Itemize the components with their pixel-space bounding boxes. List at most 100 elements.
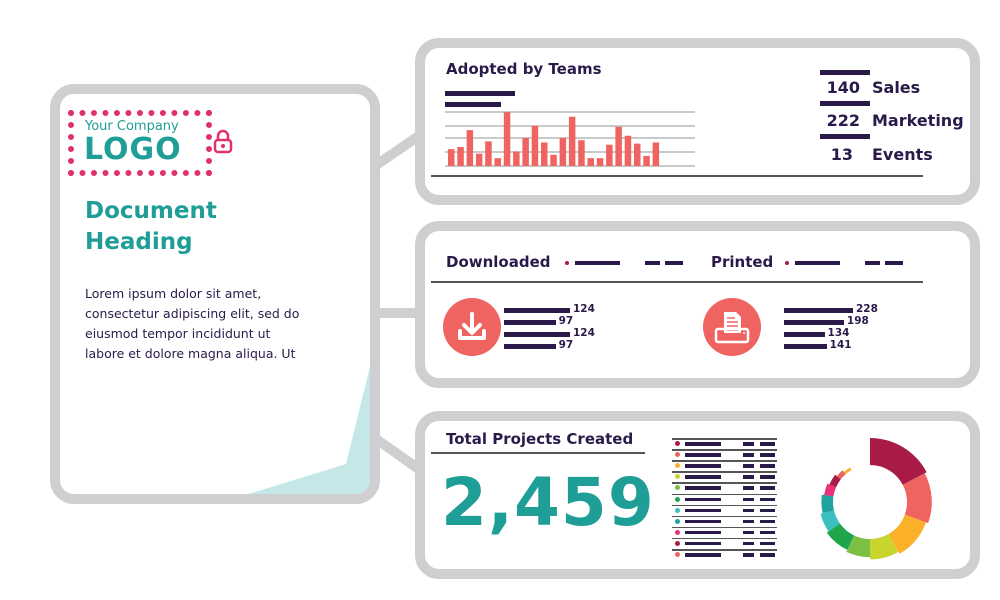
hbar-value: 228: [856, 303, 878, 315]
connector-top: [369, 130, 423, 173]
donut-slice: [870, 438, 927, 485]
legend-bar: [685, 442, 721, 446]
donut-slice: [870, 534, 899, 560]
bar: [624, 135, 632, 166]
legend-rule: [672, 438, 777, 440]
bar: [559, 138, 567, 166]
stat-label-events: Events: [872, 145, 933, 164]
legend-bar: [743, 519, 754, 524]
bar: [596, 158, 604, 166]
placeholder-bar: [795, 261, 840, 265]
donut-slice: [836, 470, 846, 480]
legend-rule: [672, 515, 777, 518]
hbar-value: 97: [558, 315, 574, 327]
legend-bar: [685, 553, 721, 557]
stat-value-marketing: 222: [826, 111, 860, 130]
legend-dot: [675, 496, 680, 502]
bar: [643, 155, 650, 166]
adopted-title: Adopted by Teams: [446, 60, 602, 78]
legend-bar: [685, 541, 721, 546]
legend-bar: [743, 497, 754, 501]
legend-rule: [672, 537, 777, 540]
bar: [541, 142, 548, 166]
legend-dot: [675, 452, 680, 458]
logo-company-text: Your Company: [85, 119, 179, 134]
donut-slice: [846, 535, 871, 558]
stat-bar: [820, 70, 870, 75]
hbar-value: 124: [573, 303, 595, 315]
legend-bar: [685, 508, 721, 513]
logo-text: LOGO: [84, 132, 182, 167]
connector-bottom: [369, 431, 423, 475]
bar: [466, 130, 474, 166]
legend-bar: [743, 541, 754, 546]
body-line: consectetur adipiscing elit, sed do: [85, 306, 300, 321]
download-icon-circle: [443, 298, 501, 356]
legend-dot: [675, 529, 680, 535]
divider: [431, 452, 645, 454]
body-line: eiusmod tempor incididunt ut: [85, 326, 271, 341]
bar: [615, 126, 622, 166]
legend-bar: [743, 508, 754, 513]
projects-donut-chart: [820, 438, 932, 560]
legend-dot: [675, 540, 680, 546]
lock-icon: [213, 129, 233, 154]
stat-bar: [820, 134, 870, 139]
body-line: labore et dolore magna aliqua. Ut: [85, 346, 296, 361]
legend-bar: [743, 530, 754, 535]
legend-bar: [760, 486, 775, 490]
legend-bar: [760, 497, 775, 501]
legend-bar: [760, 453, 775, 457]
legend-bar: [743, 464, 754, 468]
legend-bar: [743, 475, 754, 479]
bar: [634, 143, 641, 166]
legend-bar: [743, 453, 754, 457]
donut-slice: [826, 523, 855, 550]
stat-value-sales: 140: [826, 78, 860, 97]
heading-line-1: Document: [85, 198, 217, 224]
legend-bar: [760, 508, 775, 513]
logo-placeholder[interactable]: [68, 110, 212, 176]
legend-rule: [672, 482, 777, 484]
placeholder-bar: [445, 91, 515, 96]
donut-slice: [829, 474, 841, 488]
hbar: [504, 320, 556, 325]
document-body: Lorem ipsum dolor sit amet, consectetur …: [85, 284, 299, 364]
bar: [606, 144, 613, 166]
bar: [503, 112, 511, 166]
legend-bar: [685, 530, 721, 535]
legend-bar: [743, 553, 754, 557]
bar: [475, 153, 483, 166]
document-heading: Document Heading: [85, 196, 217, 258]
bar: [568, 116, 576, 166]
divider: [431, 175, 923, 177]
bar: [522, 138, 529, 166]
bar: [457, 146, 464, 166]
downloaded-label: Downloaded: [446, 253, 551, 271]
legend-bar: [760, 475, 775, 479]
legend-bar: [743, 442, 754, 446]
heading-line-2: Heading: [85, 229, 193, 255]
printer-icon-circle: [703, 298, 761, 356]
legend-dot: [675, 441, 680, 446]
donut-slice: [824, 483, 837, 497]
hbar-value: 134: [827, 327, 850, 339]
legend-dot: [675, 552, 680, 557]
legend-rule: [672, 526, 777, 529]
bar: [587, 158, 594, 166]
legend-bar: [685, 519, 721, 524]
adopted-bar-chart: [445, 111, 695, 167]
donut-slice: [888, 514, 927, 554]
bar: [578, 140, 585, 166]
placeholder-bar: [575, 261, 620, 265]
donut-slice: [902, 473, 932, 524]
donut-slice: [820, 510, 840, 532]
placeholder-bar: [645, 261, 660, 265]
bar: [513, 151, 520, 166]
printed-label: Printed: [711, 253, 774, 271]
hbar-value: 97: [558, 339, 574, 351]
hbar-value: 141: [829, 339, 852, 351]
download-icon: [458, 312, 486, 340]
legend-dot: [675, 474, 680, 480]
